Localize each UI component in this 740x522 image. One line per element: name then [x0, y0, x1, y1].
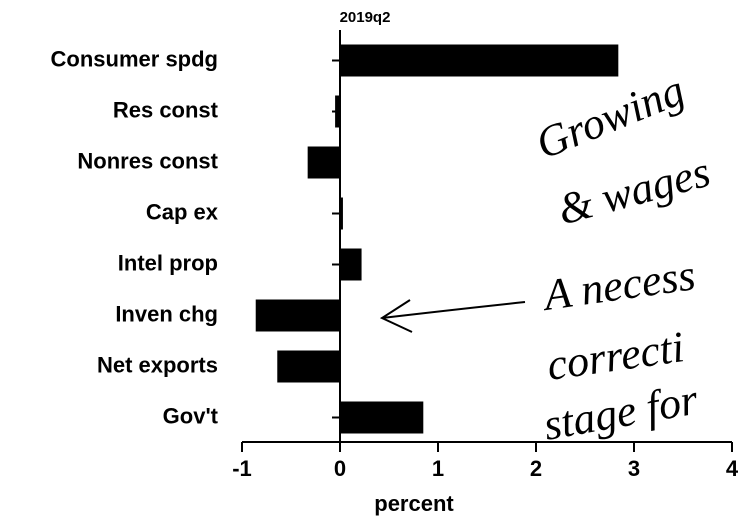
y-tick-label: Inven chg [115, 301, 218, 326]
handwritten-note: A necess [538, 250, 698, 320]
arrow-shaft [381, 301, 526, 319]
bar [340, 197, 343, 230]
x-tick-label: 1 [432, 456, 444, 481]
y-tick-label: Intel prop [118, 250, 218, 275]
x-tick-label: 4 [726, 456, 739, 481]
arrow-head [379, 299, 413, 333]
x-tick-label: 0 [334, 456, 346, 481]
x-tick-label: 3 [628, 456, 640, 481]
y-tick-label: Gov't [163, 403, 219, 428]
x-tick-label: 2 [530, 456, 542, 481]
y-tick-label: Net exports [97, 352, 218, 377]
handwritten-note: Growing [529, 65, 691, 168]
arrow [379, 299, 526, 333]
bar [340, 44, 619, 77]
y-tick-label: Nonres const [77, 148, 218, 173]
chart-title: 2019q2 [340, 9, 391, 26]
x-axis-label: percent [374, 491, 454, 516]
handwritten-note: & wages [553, 147, 716, 235]
bar [277, 350, 340, 383]
x-tick-label: -1 [232, 456, 252, 481]
bar [335, 95, 340, 128]
y-tick-label: Consumer spdg [51, 46, 218, 71]
y-tick-label: Cap ex [146, 199, 219, 224]
bar [255, 299, 340, 332]
bar [340, 401, 424, 434]
bar [307, 146, 340, 179]
y-tick-label: Res const [113, 97, 219, 122]
bar [340, 248, 362, 281]
